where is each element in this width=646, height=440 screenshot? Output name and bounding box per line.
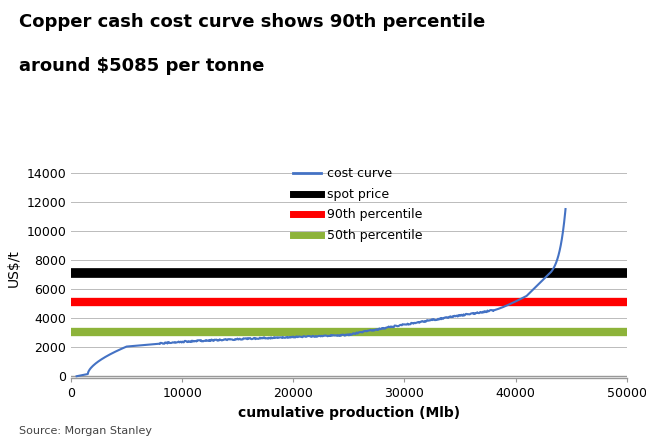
Text: Source: Morgan Stanley: Source: Morgan Stanley (19, 425, 152, 436)
Y-axis label: US$/t: US$/t (6, 249, 21, 287)
Legend: cost curve, spot price, 90th percentile, 50th percentile: cost curve, spot price, 90th percentile,… (288, 162, 428, 247)
X-axis label: cumulative production (Mlb): cumulative production (Mlb) (238, 406, 460, 420)
Text: Copper cash cost curve shows 90th percentile: Copper cash cost curve shows 90th percen… (19, 13, 486, 31)
Text: around $5085 per tonne: around $5085 per tonne (19, 57, 265, 75)
